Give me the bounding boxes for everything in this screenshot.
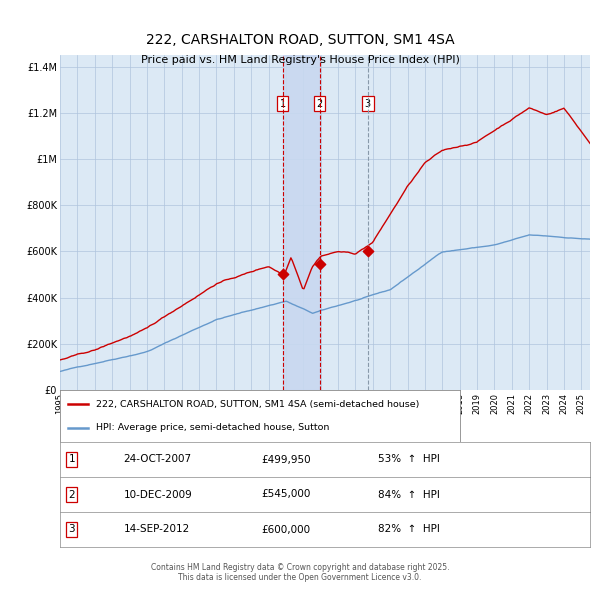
Text: £499,950: £499,950	[262, 454, 311, 464]
Point	[278, 270, 287, 279]
Text: £600,000: £600,000	[262, 525, 311, 535]
Text: Price paid vs. HM Land Registry's House Price Index (HPI): Price paid vs. HM Land Registry's House …	[140, 55, 460, 65]
Text: 1: 1	[280, 99, 286, 109]
Text: HPI: Average price, semi-detached house, Sutton: HPI: Average price, semi-detached house,…	[96, 424, 329, 432]
Text: 222, CARSHALTON ROAD, SUTTON, SM1 4SA (semi-detached house): 222, CARSHALTON ROAD, SUTTON, SM1 4SA (s…	[96, 399, 419, 408]
Text: £545,000: £545,000	[262, 490, 311, 500]
Text: 3: 3	[365, 99, 371, 109]
Point	[363, 247, 373, 256]
Text: 84%  ↑  HPI: 84% ↑ HPI	[378, 490, 440, 500]
Text: 82%  ↑  HPI: 82% ↑ HPI	[378, 525, 440, 535]
Bar	[283, 55, 320, 390]
Text: 10-DEC-2009: 10-DEC-2009	[124, 490, 193, 500]
Text: 53%  ↑  HPI: 53% ↑ HPI	[378, 454, 440, 464]
Text: Contains HM Land Registry data © Crown copyright and database right 2025.
This d: Contains HM Land Registry data © Crown c…	[151, 563, 449, 582]
Text: 1: 1	[68, 454, 75, 464]
Text: 3: 3	[68, 525, 75, 535]
Text: 24-OCT-2007: 24-OCT-2007	[124, 454, 192, 464]
Text: 2: 2	[68, 490, 75, 500]
Point	[315, 260, 325, 269]
Text: 14-SEP-2012: 14-SEP-2012	[124, 525, 190, 535]
Text: 2: 2	[316, 99, 323, 109]
Text: 222, CARSHALTON ROAD, SUTTON, SM1 4SA: 222, CARSHALTON ROAD, SUTTON, SM1 4SA	[146, 33, 454, 47]
